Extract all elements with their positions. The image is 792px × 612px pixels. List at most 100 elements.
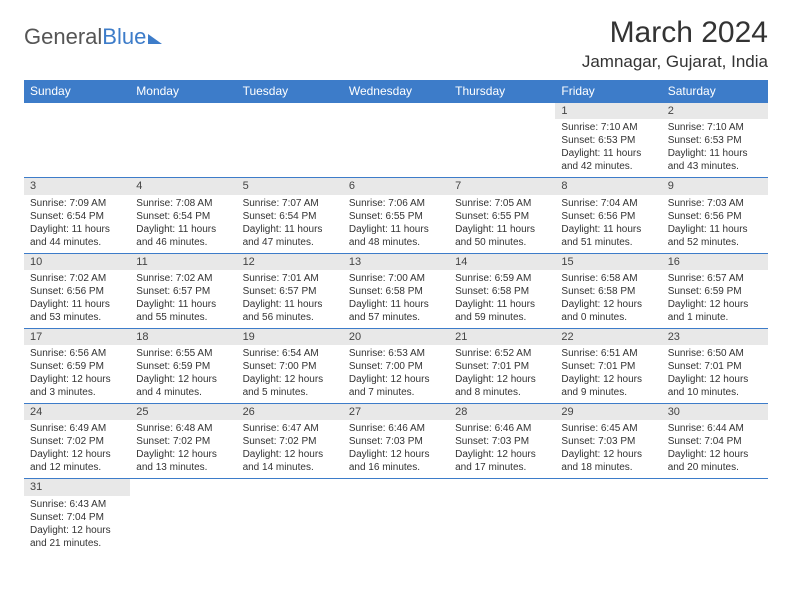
day-details-cell: Sunrise: 7:00 AMSunset: 6:58 PMDaylight:… [343, 270, 449, 329]
day-d1: Daylight: 11 hours [668, 147, 762, 160]
day-details-cell: Sunrise: 6:48 AMSunset: 7:02 PMDaylight:… [130, 420, 236, 479]
day-number-row: 3456789 [24, 178, 768, 195]
day-d2: and 48 minutes. [349, 236, 443, 249]
calendar-table: Sunday Monday Tuesday Wednesday Thursday… [24, 80, 768, 554]
day-ss: Sunset: 6:59 PM [668, 285, 762, 298]
day-sr: Sunrise: 7:02 AM [30, 272, 124, 285]
day-number: 9 [668, 180, 674, 192]
day-d1: Daylight: 12 hours [668, 298, 762, 311]
day-d1: Daylight: 11 hours [349, 298, 443, 311]
day-details-cell: Sunrise: 6:58 AMSunset: 6:58 PMDaylight:… [555, 270, 661, 329]
day-ss: Sunset: 7:04 PM [30, 511, 124, 524]
day-details-cell: Sunrise: 6:50 AMSunset: 7:01 PMDaylight:… [662, 345, 768, 404]
day-number-cell: 17 [24, 328, 130, 345]
day-number-cell: 27 [343, 404, 449, 421]
day-ss: Sunset: 6:56 PM [561, 210, 655, 223]
day-number-cell: 28 [449, 404, 555, 421]
day-d1: Daylight: 12 hours [561, 448, 655, 461]
day-ss: Sunset: 6:59 PM [136, 360, 230, 373]
weekday-header: Thursday [449, 80, 555, 103]
day-details-cell: Sunrise: 6:54 AMSunset: 7:00 PMDaylight:… [237, 345, 343, 404]
day-d1: Daylight: 11 hours [455, 223, 549, 236]
day-details-cell [449, 119, 555, 178]
day-details-row: Sunrise: 6:56 AMSunset: 6:59 PMDaylight:… [24, 345, 768, 404]
title-block: March 2024 Jamnagar, Gujarat, India [582, 16, 768, 72]
day-details-cell: Sunrise: 7:04 AMSunset: 6:56 PMDaylight:… [555, 195, 661, 254]
calendar-page: GeneralBlue March 2024 Jamnagar, Gujarat… [0, 0, 792, 570]
day-number-cell: 31 [24, 479, 130, 496]
day-number-cell [555, 479, 661, 496]
day-sr: Sunrise: 6:56 AM [30, 347, 124, 360]
day-number: 5 [243, 180, 249, 192]
day-ss: Sunset: 6:55 PM [455, 210, 549, 223]
day-number: 27 [349, 406, 361, 418]
day-number-cell [449, 103, 555, 120]
day-sr: Sunrise: 6:49 AM [30, 422, 124, 435]
day-ss: Sunset: 7:01 PM [561, 360, 655, 373]
day-ss: Sunset: 6:53 PM [561, 134, 655, 147]
day-d1: Daylight: 12 hours [30, 524, 124, 537]
day-d1: Daylight: 12 hours [30, 448, 124, 461]
day-number-row: 24252627282930 [24, 404, 768, 421]
day-sr: Sunrise: 6:44 AM [668, 422, 762, 435]
day-d2: and 21 minutes. [30, 537, 124, 550]
day-details-cell: Sunrise: 6:57 AMSunset: 6:59 PMDaylight:… [662, 270, 768, 329]
day-ss: Sunset: 6:58 PM [349, 285, 443, 298]
day-d1: Daylight: 12 hours [668, 373, 762, 386]
day-number-cell: 16 [662, 253, 768, 270]
day-details-cell: Sunrise: 7:09 AMSunset: 6:54 PMDaylight:… [24, 195, 130, 254]
day-details-cell: Sunrise: 7:03 AMSunset: 6:56 PMDaylight:… [662, 195, 768, 254]
day-ss: Sunset: 7:02 PM [30, 435, 124, 448]
day-number-cell [343, 479, 449, 496]
day-number-cell: 18 [130, 328, 236, 345]
day-d1: Daylight: 11 hours [136, 298, 230, 311]
day-number-cell [449, 479, 555, 496]
day-number: 23 [668, 331, 680, 343]
day-details-cell: Sunrise: 7:01 AMSunset: 6:57 PMDaylight:… [237, 270, 343, 329]
day-number-row: 12 [24, 103, 768, 120]
day-number: 25 [136, 406, 148, 418]
day-number: 17 [30, 331, 42, 343]
day-d1: Daylight: 11 hours [349, 223, 443, 236]
day-number: 2 [668, 105, 674, 117]
day-details-cell: Sunrise: 6:44 AMSunset: 7:04 PMDaylight:… [662, 420, 768, 479]
day-d1: Daylight: 12 hours [349, 448, 443, 461]
day-sr: Sunrise: 6:48 AM [136, 422, 230, 435]
day-number-cell: 24 [24, 404, 130, 421]
day-ss: Sunset: 7:00 PM [349, 360, 443, 373]
day-d2: and 17 minutes. [455, 461, 549, 474]
day-number-cell: 25 [130, 404, 236, 421]
day-d1: Daylight: 11 hours [561, 223, 655, 236]
day-d2: and 46 minutes. [136, 236, 230, 249]
day-number: 29 [561, 406, 573, 418]
day-d1: Daylight: 12 hours [561, 298, 655, 311]
day-details-cell: Sunrise: 6:46 AMSunset: 7:03 PMDaylight:… [449, 420, 555, 479]
day-d2: and 50 minutes. [455, 236, 549, 249]
day-d2: and 44 minutes. [30, 236, 124, 249]
weekday-header: Wednesday [343, 80, 449, 103]
day-sr: Sunrise: 6:46 AM [349, 422, 443, 435]
day-d1: Daylight: 11 hours [243, 298, 337, 311]
day-ss: Sunset: 7:01 PM [455, 360, 549, 373]
day-number-cell: 9 [662, 178, 768, 195]
header: GeneralBlue March 2024 Jamnagar, Gujarat… [24, 16, 768, 72]
day-number: 4 [136, 180, 142, 192]
day-number: 10 [30, 256, 42, 268]
day-details-cell [237, 496, 343, 554]
weekday-header: Sunday [24, 80, 130, 103]
day-details-cell [343, 119, 449, 178]
day-number-cell: 1 [555, 103, 661, 120]
day-sr: Sunrise: 7:06 AM [349, 197, 443, 210]
logo-text-1: General [24, 24, 102, 50]
day-number: 8 [561, 180, 567, 192]
day-number-cell [237, 103, 343, 120]
day-number-cell: 13 [343, 253, 449, 270]
day-details-cell [130, 119, 236, 178]
day-ss: Sunset: 6:58 PM [561, 285, 655, 298]
day-details-cell: Sunrise: 6:49 AMSunset: 7:02 PMDaylight:… [24, 420, 130, 479]
day-number-cell: 10 [24, 253, 130, 270]
day-number-cell [24, 103, 130, 120]
day-ss: Sunset: 6:59 PM [30, 360, 124, 373]
day-sr: Sunrise: 6:47 AM [243, 422, 337, 435]
day-details-cell [130, 496, 236, 554]
